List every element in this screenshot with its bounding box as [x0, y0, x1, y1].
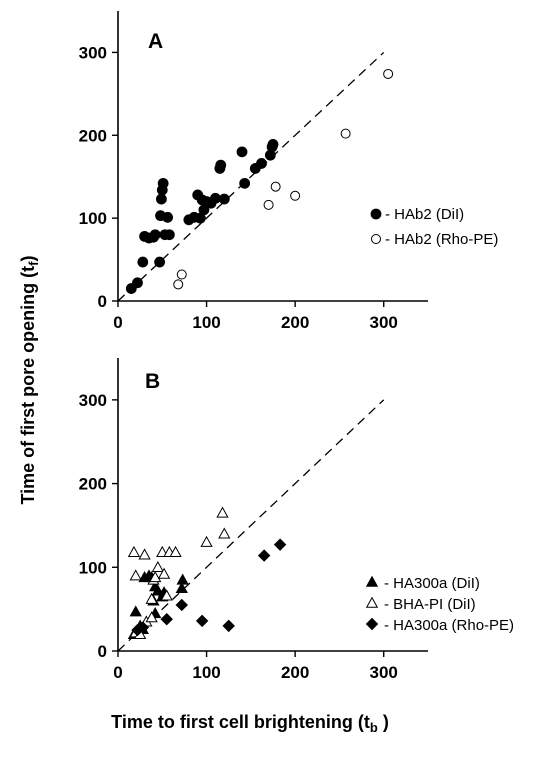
data-point [340, 128, 351, 139]
data-point [267, 138, 279, 150]
data-point [136, 621, 150, 634]
y-tick-label: 300 [79, 43, 107, 62]
panel-b: 0 100 200 300 0 100 200 300 B - HA300a (DiI) - … [79, 358, 514, 682]
legend-label-bha-pi-dii: - BHA-PI (DiI) [384, 596, 476, 613]
legend-item: - HA300a (DiI) [365, 575, 480, 592]
data-point [163, 229, 175, 241]
data-point [218, 193, 230, 205]
legend-marker-ha300a-dii [365, 575, 379, 587]
legend-label-hab2-rho-pe: - HAb2 (Rho-PE) [385, 231, 498, 248]
legend-item: - HAb2 (Rho-PE) [371, 231, 498, 248]
data-point [149, 571, 162, 583]
legend-item: - BHA-PI (DiI) [365, 596, 476, 613]
data-point [257, 549, 271, 562]
x-tick-label: 300 [370, 663, 398, 682]
data-point [210, 192, 221, 204]
data-point [175, 598, 188, 612]
data-point [169, 545, 182, 557]
panel-a-plot-area: 0 100 200 300 0 100 200 300 [79, 11, 428, 332]
data-point [137, 256, 149, 268]
legend-marker-bha-pi-dii [365, 596, 379, 608]
data-point [132, 277, 143, 289]
data-point [216, 506, 229, 518]
data-point [270, 181, 281, 192]
legend-marker [365, 617, 379, 631]
legend-marker-ha300a-rho-pe [365, 617, 379, 631]
data-point [129, 569, 142, 581]
y-tick-label: 0 [98, 292, 107, 311]
data-point [154, 256, 166, 268]
data-point [239, 177, 251, 189]
y-tick-label: 200 [79, 126, 107, 145]
data-point [290, 190, 301, 201]
y-tick-label: 100 [79, 209, 107, 228]
data-point [160, 612, 173, 626]
data-point [236, 146, 248, 158]
data-point [176, 269, 187, 280]
legend-label-ha300a-rho-pe: - HA300a (Rho-PE) [384, 617, 514, 634]
legend-marker [365, 596, 379, 608]
data-point [256, 158, 267, 169]
data-point [383, 68, 394, 79]
x-tick-label: 0 [113, 663, 122, 682]
legend-marker [370, 208, 382, 220]
data-point [138, 548, 151, 560]
x-tick-label: 100 [192, 313, 220, 332]
legend-marker-hab2-dii [370, 208, 382, 220]
data-point [263, 199, 274, 210]
x-tick-label: 200 [281, 313, 309, 332]
legend-item: - HAb2 (DiI) [370, 206, 464, 223]
data-point [129, 605, 142, 617]
panel-b-legend: - HA300a (DiI) - BHA-PI (DiI) - HA300a (… [365, 575, 514, 634]
data-point [149, 229, 161, 241]
y-axis-title: Time of first pore opening (tf) [18, 255, 41, 504]
data-point [200, 535, 213, 547]
data-point [218, 527, 231, 539]
panel-b-letter: B [145, 370, 160, 393]
x-tick-label: 0 [113, 313, 122, 332]
x-tick-label: 300 [370, 313, 398, 332]
data-point [151, 560, 165, 573]
data-point [175, 581, 188, 593]
legend-label-ha300a-dii: - HA300a (DiI) [384, 575, 480, 592]
panel-a-letter: A [148, 30, 163, 53]
panel-a: 0 100 200 300 0 100 200 300 A - HAb2 (DiI) - HA… [79, 11, 498, 332]
data-point [145, 611, 158, 623]
data-point [195, 614, 209, 628]
data-point [176, 573, 189, 585]
x-tick-label: 200 [281, 663, 309, 682]
legend-marker [365, 575, 379, 587]
identity-dashed-line [117, 399, 385, 652]
legend-label-hab2-dii: - HAb2 (DiI) [385, 206, 464, 223]
data-point [215, 159, 227, 171]
legend-marker [371, 234, 381, 244]
legend-marker-hab2-rho-pe [371, 234, 381, 244]
data-point [160, 589, 173, 601]
y-tick-label: 0 [98, 642, 107, 661]
data-point [157, 177, 169, 189]
y-tick-label: 300 [79, 391, 107, 410]
legend-item: - HA300a (Rho-PE) [365, 617, 514, 634]
panel-a-legend: - HAb2 (DiI) - HAb2 (Rho-PE) [370, 206, 498, 248]
data-point [222, 619, 235, 633]
data-point [155, 193, 167, 205]
data-point [273, 538, 287, 551]
data-point [162, 211, 174, 223]
data-point [145, 592, 158, 604]
y-tick-label: 100 [79, 558, 107, 577]
data-point [157, 567, 171, 579]
panel-b-plot-area: 0 100 200 300 0 100 200 300 [79, 358, 428, 682]
data-point [127, 545, 141, 557]
x-axis-title: Time to first cell brightening (tb ) [111, 712, 389, 735]
y-tick-label: 200 [79, 475, 107, 494]
data-point [173, 279, 184, 290]
x-tick-label: 100 [192, 663, 220, 682]
